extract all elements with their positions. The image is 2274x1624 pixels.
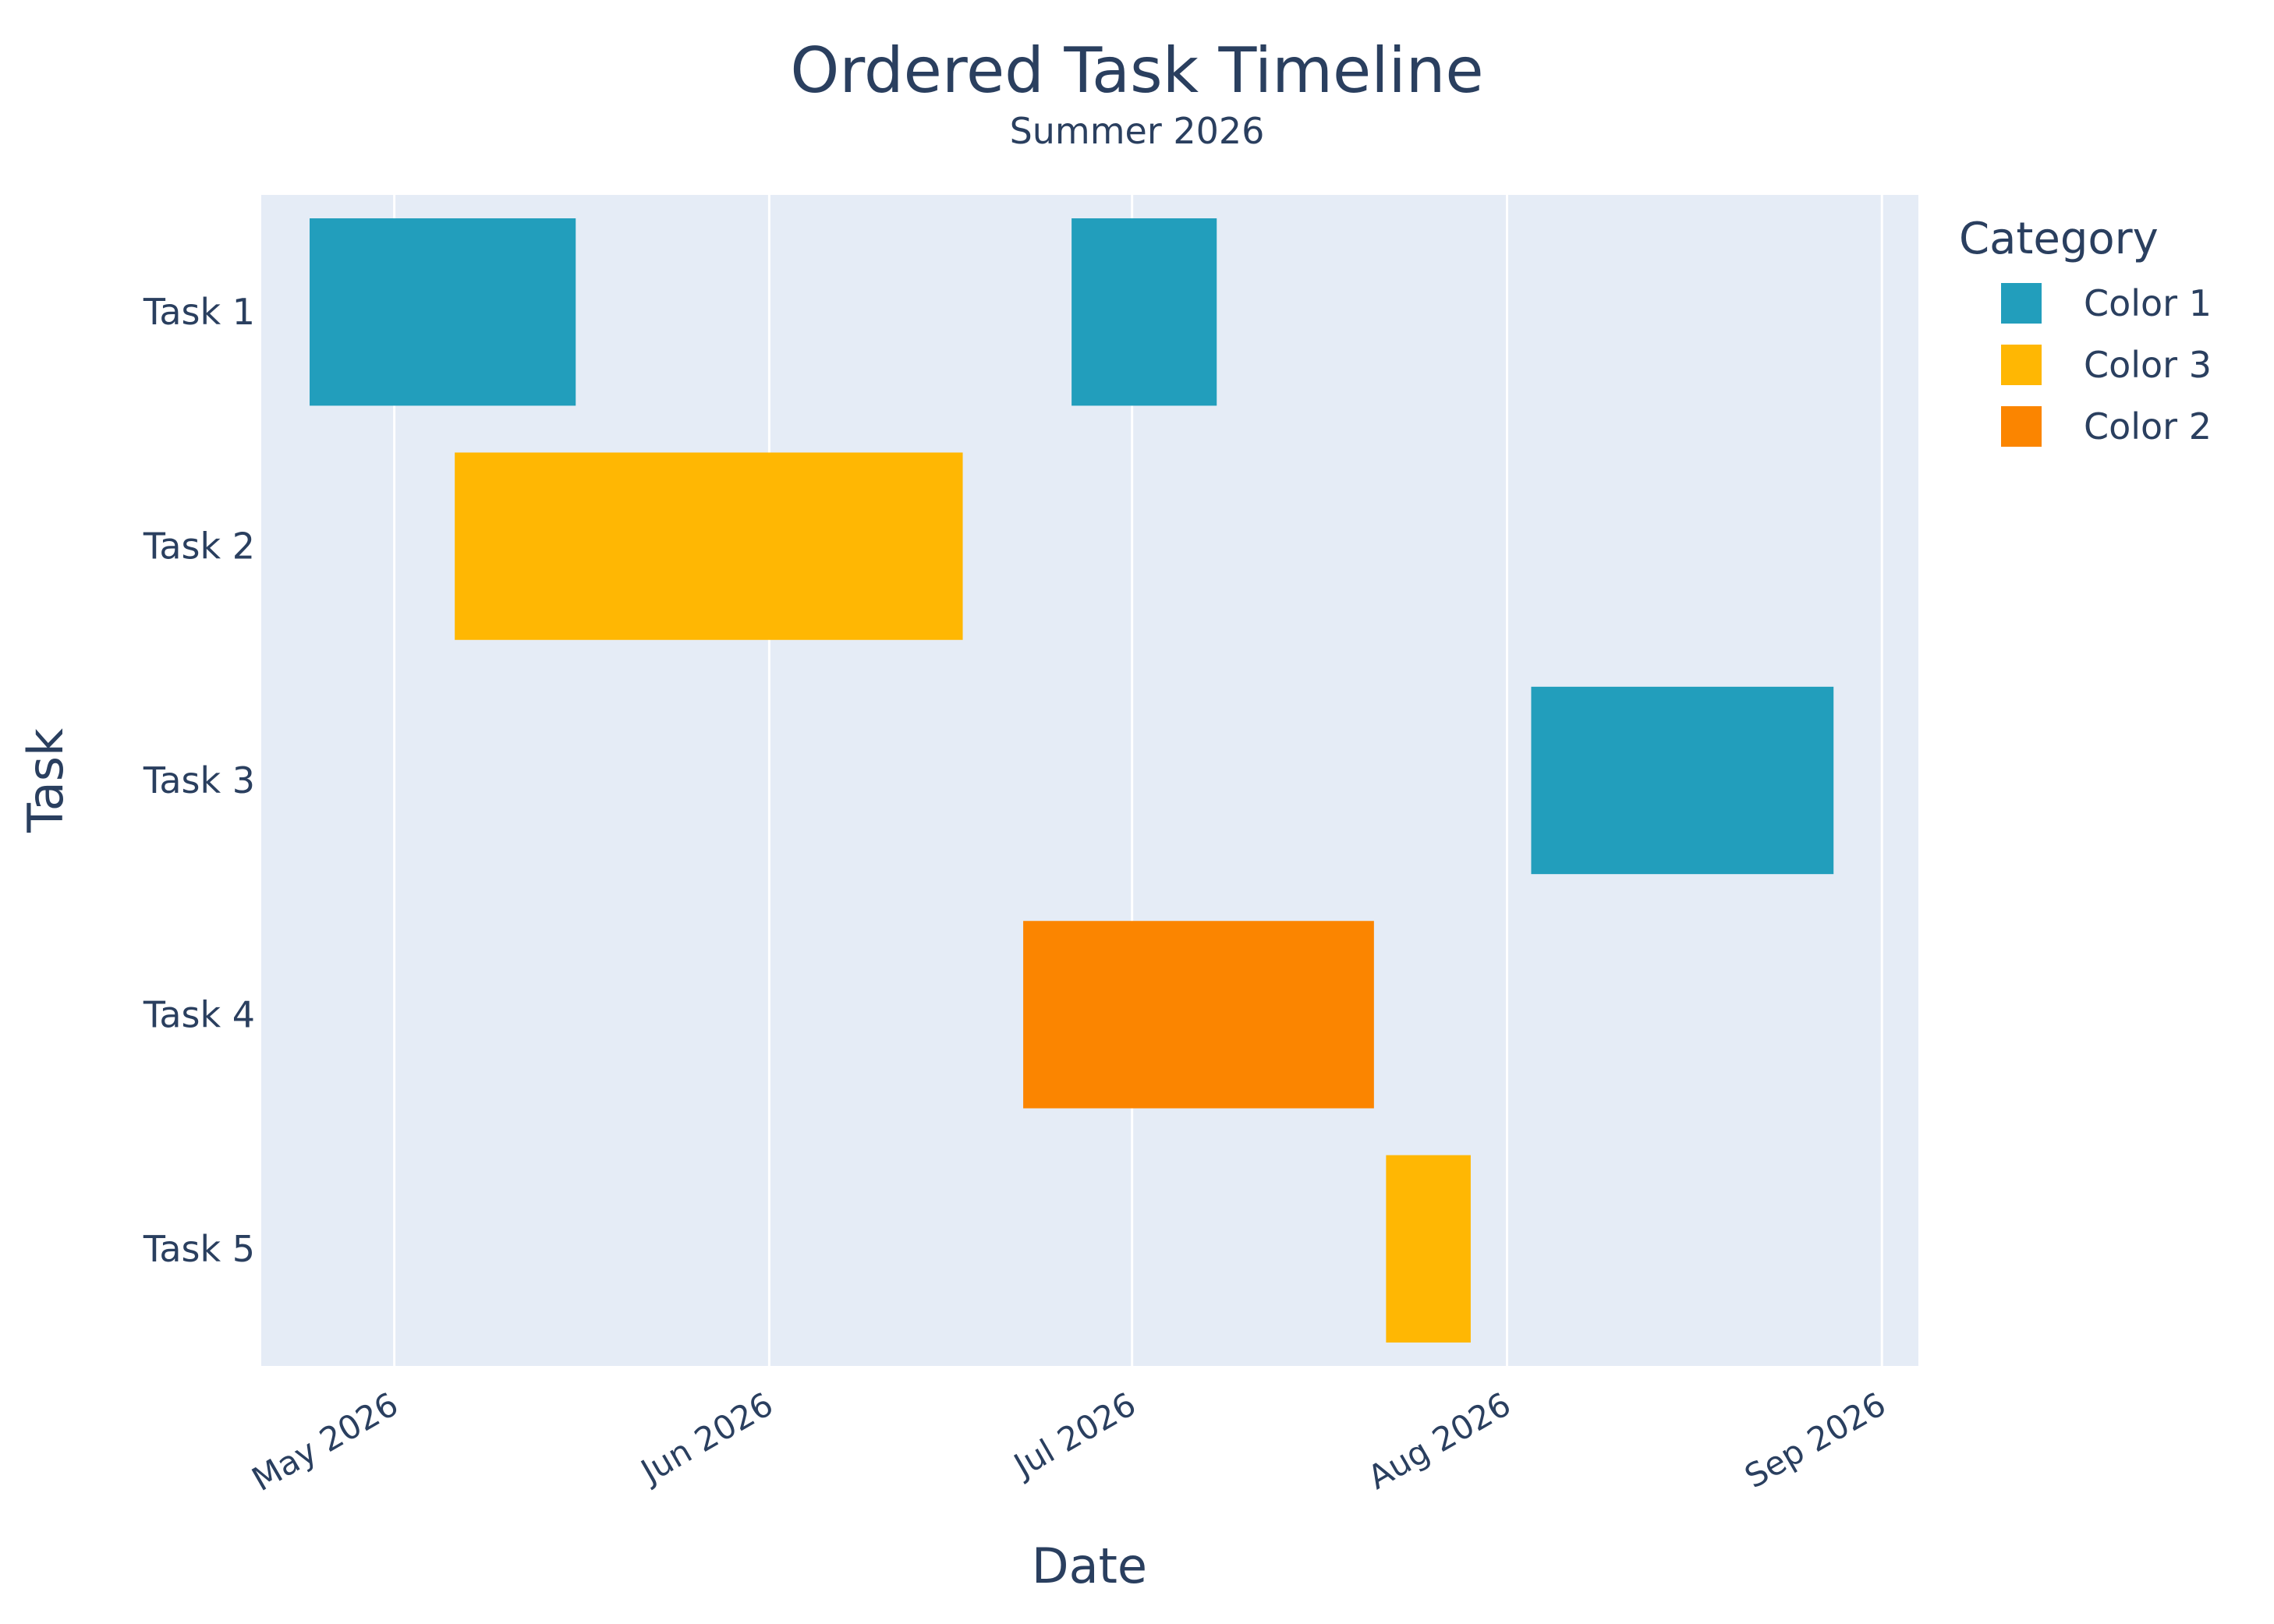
- legend-swatch: [2001, 406, 2042, 447]
- task-bar: [1023, 921, 1374, 1109]
- task-bar: [1071, 218, 1217, 406]
- x-tick-label: Sep 2026: [1738, 1385, 1892, 1495]
- chart-title: Ordered Task Timeline: [790, 34, 1483, 107]
- task-bar: [1386, 1155, 1471, 1343]
- y-tick-labels: Task 1 Task 2 Task 3 Task 4 Task 5: [143, 291, 255, 1270]
- task-bars: [310, 218, 1834, 1343]
- x-axis-label: Date: [1032, 1537, 1147, 1594]
- legend-title: Category: [1959, 214, 2159, 264]
- task-bar: [310, 218, 576, 406]
- y-tick-label: Task 4: [143, 993, 255, 1035]
- y-tick-label: Task 3: [143, 759, 255, 801]
- x-tick-label: Aug 2026: [1362, 1385, 1518, 1497]
- legend: Category Color 1 Color 3 Color 2: [1959, 214, 2212, 448]
- legend-entry-label: Color 3: [2084, 344, 2212, 386]
- legend-entry-label: Color 1: [2084, 282, 2212, 324]
- y-tick-label: Task 1: [143, 291, 255, 333]
- y-axis-label: Task: [17, 728, 74, 833]
- x-tick-label: Jul 2026: [1006, 1385, 1142, 1485]
- x-tick-label: Jun 2026: [632, 1385, 779, 1491]
- legend-entry-label: Color 2: [2084, 405, 2212, 448]
- y-tick-label: Task 2: [143, 525, 255, 568]
- legend-swatch: [2001, 283, 2042, 324]
- x-tick-labels: May 2026 Jun 2026 Jul 2026 Aug 2026 Sep 2026: [246, 1385, 1892, 1498]
- y-tick-label: Task 5: [143, 1228, 255, 1270]
- task-bar: [455, 452, 963, 640]
- legend-swatch: [2001, 345, 2042, 385]
- chart-subtitle: Summer 2026: [1010, 110, 1265, 152]
- x-tick-label: May 2026: [246, 1385, 405, 1498]
- task-bar: [1531, 686, 1834, 875]
